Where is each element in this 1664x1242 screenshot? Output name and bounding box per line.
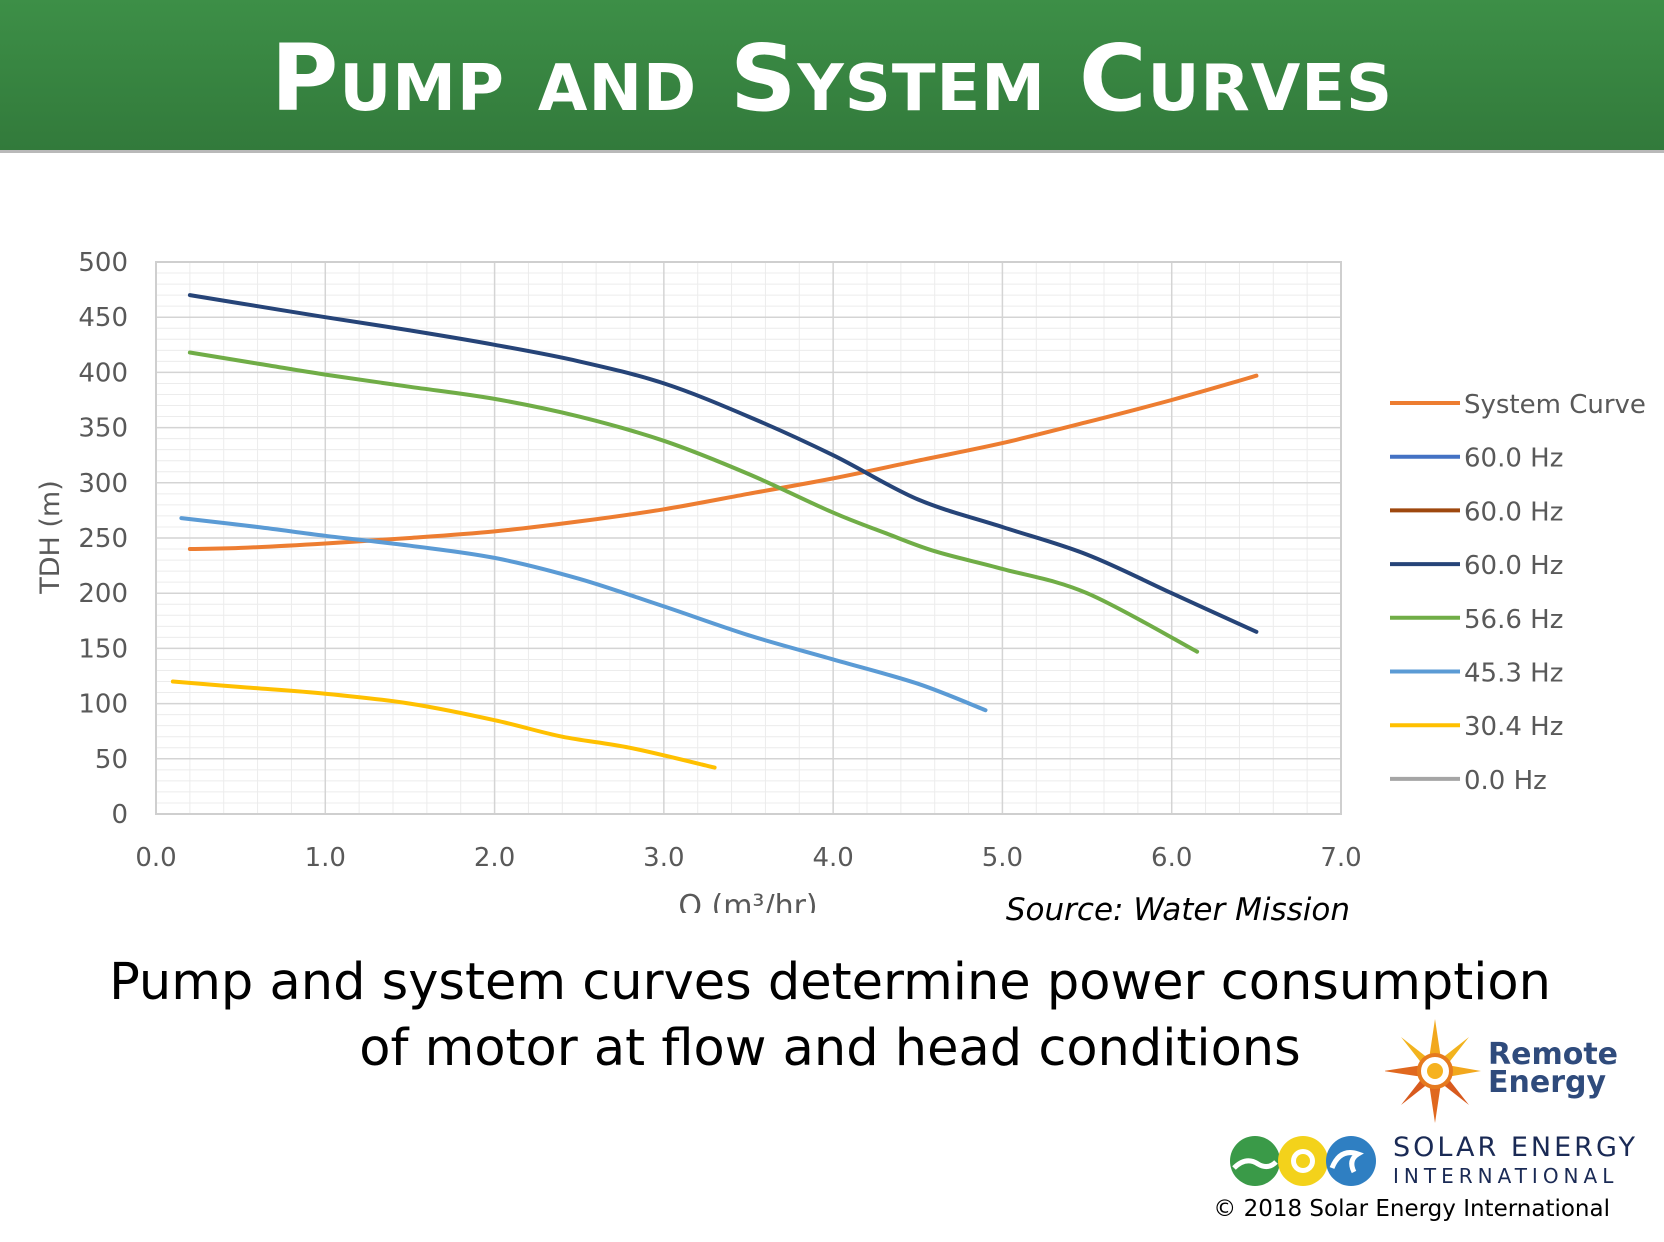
x-tick-label: 4.0 [812, 843, 853, 873]
y-tick-label: 100 [78, 690, 128, 720]
chart-axes: 0.0 1.0 2.0 3.0 4.0 5.0 6.0 7.0 0 50 100 150 200 250 3… [78, 248, 1361, 873]
remote-energy-line-2: Energy [1488, 1065, 1607, 1100]
legend-label-3: 60.0 Hz [1464, 551, 1563, 581]
y-tick-label: 150 [78, 634, 128, 664]
x-tick-label: 0.0 [135, 843, 176, 873]
x-tick-label: 3.0 [643, 843, 684, 873]
y-tick-label: 400 [78, 358, 128, 388]
copyright-notice: © 2018 Solar Energy International [1213, 1196, 1610, 1222]
series-line-5 [179, 516, 988, 713]
sei-logo-circles [1230, 1136, 1376, 1186]
source-note: Source: Water Mission [1005, 892, 1350, 928]
y-tick-label: 250 [78, 524, 128, 554]
series-line-0 [187, 373, 1259, 551]
sei-line-2: INTERNATIONAL [1393, 1164, 1619, 1188]
legend-label-2: 60.0 Hz [1464, 497, 1563, 527]
x-tick-label: 5.0 [982, 843, 1023, 873]
legend-label-6: 30.4 Hz [1464, 712, 1563, 742]
legend-label-4: 56.6 Hz [1464, 605, 1563, 635]
y-tick-label: 50 [95, 745, 128, 775]
x-tick-label: 7.0 [1320, 843, 1361, 873]
slide-title: Pump and System Curves [270, 25, 1394, 132]
legend-label-0: System Curve [1464, 390, 1646, 420]
caption-line-2: of motor at flow and head conditions [359, 1019, 1301, 1078]
sei-line-1: SOLAR ENERGY [1393, 1132, 1639, 1163]
plot-area-border [155, 261, 1342, 815]
chart-legend: System Curve 60.0 Hz 60.0 Hz 60.0 Hz 56.6 Hz… [1390, 390, 1646, 796]
title-banner: Pump and System Curves [0, 0, 1664, 153]
series-line-4 [187, 350, 1200, 654]
y-tick-label: 350 [78, 414, 128, 444]
x-tick-label: 1.0 [305, 843, 346, 873]
series-line-6 [170, 679, 717, 770]
y-tick-label: 300 [78, 469, 128, 499]
x-axis-label: Q (m³/hr) [678, 889, 817, 913]
y-tick-label: 500 [78, 248, 128, 278]
legend-label-5: 45.3 Hz [1464, 659, 1563, 689]
pump-system-chart: 0.0 1.0 2.0 3.0 4.0 5.0 6.0 7.0 0 50 100 150 200 250 3… [35, 248, 1646, 913]
x-tick-label: 2.0 [474, 843, 515, 873]
y-tick-label: 450 [78, 303, 128, 333]
x-tick-label: 6.0 [1151, 843, 1192, 873]
y-axis-label: TDH (m) [35, 480, 66, 595]
legend-label-1: 60.0 Hz [1464, 444, 1563, 474]
caption-line-1: Pump and system curves determine power c… [109, 953, 1551, 1012]
chart-series [170, 293, 1259, 770]
slide-caption: Pump and system curves determine power c… [60, 950, 1600, 1082]
remote-energy-line-1: Remote [1488, 1037, 1619, 1072]
remote-energy-sun-logo [1385, 1019, 1481, 1123]
y-tick-label: 200 [78, 579, 128, 609]
y-tick-label: 0 [111, 800, 128, 830]
legend-label-7: 0.0 Hz [1464, 766, 1547, 796]
series-line-3 [187, 293, 1259, 634]
